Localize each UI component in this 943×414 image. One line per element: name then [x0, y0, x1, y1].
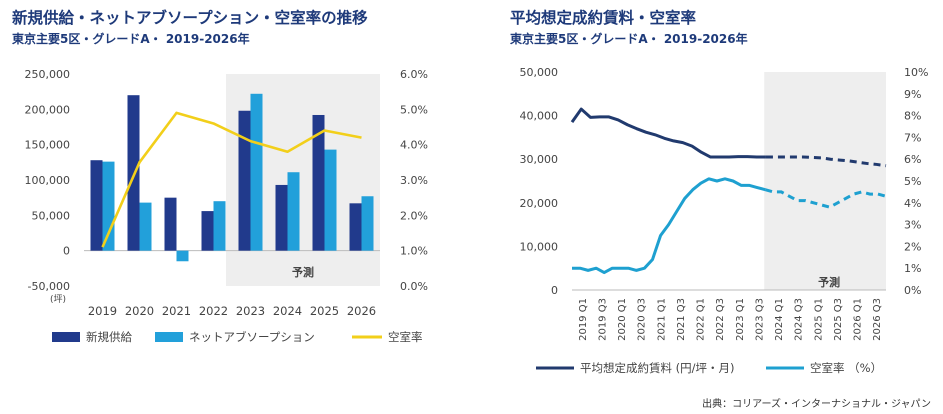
legend-label-net-absorption: ネットアブソープション — [189, 330, 315, 344]
bar-net-absorption-2026 — [361, 196, 374, 251]
x-tick-label-2020-Q1: 2020 Q1 — [617, 298, 628, 341]
y-left-tick-label: -50,000 — [28, 280, 70, 293]
y-right-tick-label: 9% — [904, 88, 921, 101]
left-chart-subtitle: 東京主要5区・グレードA・ 2019-2026年 — [12, 32, 250, 46]
x-tick-label-2022-Q3: 2022 Q3 — [715, 298, 726, 341]
y-left-tick-label: 10,000 — [520, 240, 559, 253]
bar-net-absorption-2024 — [287, 172, 300, 251]
right-chart-subtitle: 東京主要5区・グレードA・ 2019-2026年 — [510, 32, 748, 46]
bar-net-absorption-2025 — [324, 149, 337, 251]
y-right-tick-label: 1% — [904, 262, 921, 275]
bar-new-supply-2025 — [312, 114, 325, 251]
x-tick-label-2024-Q3: 2024 Q3 — [794, 298, 805, 341]
x-tick-label-2026-Q3: 2026 Q3 — [872, 298, 883, 341]
y-right-tick-label: 0.0% — [400, 280, 428, 293]
bar-new-supply-2021 — [164, 197, 177, 251]
line-average-rent-forecast — [765, 155, 887, 168]
bar-net-absorption-2019 — [102, 161, 115, 251]
x-tick-label-2020-Q3: 2020 Q3 — [637, 298, 648, 341]
line-vacancy-rate — [101, 111, 362, 248]
x-tick-label-2025: 2025 — [310, 304, 339, 318]
x-tick-label-2021: 2021 — [162, 304, 191, 318]
bar-new-supply-2023 — [238, 110, 251, 251]
bar-new-supply-2024 — [275, 184, 288, 251]
right-chart-svg: 予測 50,000 40,000 30,000 20,000 10,000 0 10% 9% 8%… — [520, 66, 929, 375]
y-right-tick-label: 5.0% — [400, 103, 428, 116]
y-left-tick-label: 40,000 — [520, 110, 559, 123]
x-tick-label-2024-Q1: 2024 Q1 — [774, 298, 785, 341]
bar-new-supply-2022 — [201, 211, 214, 251]
left-chart-svg: 予測 250,000 200,000 150,000 100,000 50,000 0 -50… — [25, 68, 428, 344]
x-tick-label-2019-Q1: 2019 Q1 — [578, 298, 589, 341]
right-chart-title: 平均想定成約賃料・空室率 — [510, 9, 697, 27]
bar-new-supply-2026 — [349, 203, 362, 251]
y-left-tick-label: 0 — [551, 284, 558, 297]
right-chart-panel: 平均想定成約賃料・空室率 東京主要5区・グレードA・ 2019-2026年 予測… — [498, 0, 943, 414]
line-vacancy-rate-actual — [572, 177, 766, 275]
x-tick-label-2019: 2019 — [88, 304, 117, 318]
y-right-tick-label: 5% — [904, 175, 921, 188]
bar-net-absorption-2020 — [139, 202, 152, 251]
y-right-tick-label: 6.0% — [400, 68, 428, 81]
x-tick-label-2023-Q1: 2023 Q1 — [735, 298, 746, 341]
y-right-tick-label: 4% — [904, 197, 921, 210]
x-tick-label-2026-Q1: 2026 Q1 — [853, 298, 864, 341]
x-tick-label-2022-Q1: 2022 Q1 — [696, 298, 707, 341]
legend-label-new-supply: 新規供給 — [86, 330, 132, 344]
line-vacancy-rate-forecast — [764, 188, 887, 209]
y-left-tick-label: 250,000 — [25, 68, 71, 81]
line-average-rent-actual — [570, 107, 766, 159]
y-right-tick-label: 8% — [904, 110, 921, 123]
y-left-tick-label: 30,000 — [520, 153, 559, 166]
y-left-tick-label: 200,000 — [25, 103, 71, 116]
y-left-tick-label: 50,000 — [32, 209, 71, 222]
y-right-tick-label: 10% — [904, 66, 928, 79]
bar-net-absorption-2023 — [250, 93, 263, 251]
x-tick-label-2023-Q3: 2023 Q3 — [754, 298, 765, 341]
legend-label-vacancy: 空室率 — [388, 330, 423, 344]
y-left-tick-label: 100,000 — [25, 174, 71, 187]
x-tick-label-2023: 2023 — [236, 304, 265, 318]
forecast-region — [764, 72, 886, 290]
legend-label-vacancy: 空室率 （%） — [810, 361, 882, 375]
left-chart-title: 新規供給・ネットアブソープション・空室率の推移 — [12, 9, 368, 27]
source-note: 出典：コリアーズ・インターナショナル・ジャパン — [702, 399, 931, 410]
x-tick-label-2025-Q1: 2025 Q1 — [813, 298, 824, 341]
y-right-tick-label: 3% — [904, 219, 921, 232]
y-right-tick-label: 2.0% — [400, 209, 428, 222]
x-tick-label-2020: 2020 — [125, 304, 154, 318]
x-tick-label-2021-Q3: 2021 Q3 — [676, 298, 687, 341]
y-right-tick-label: 0% — [904, 284, 921, 297]
left-chart-panel: 新規供給・ネットアブソープション・空室率の推移 東京主要5区・グレードA・ 20… — [0, 0, 470, 414]
x-tick-label-2025-Q3: 2025 Q3 — [833, 298, 844, 341]
legend-label-rent: 平均想定成約賃料 (円/坪・月) — [580, 361, 735, 375]
bar-new-supply-2019 — [90, 160, 103, 251]
y-right-tick-label: 1.0% — [400, 245, 428, 258]
y-right-tick-label: 4.0% — [400, 139, 428, 152]
x-tick-label-2024: 2024 — [273, 304, 302, 318]
y-right-tick-label: 7% — [904, 131, 921, 144]
y-right-tick-label: 3.0% — [400, 174, 428, 187]
bar-net-absorption-2021 — [176, 250, 189, 262]
y-left-tick-label: 150,000 — [25, 139, 71, 152]
forecast-label: 予測 — [292, 265, 314, 279]
bar-net-absorption-2022 — [213, 201, 226, 251]
y-right-tick-label: 2% — [904, 240, 921, 253]
legend-swatch-new-supply — [52, 332, 80, 342]
y-left-tick-label: 20,000 — [520, 197, 559, 210]
x-tick-label-2021-Q1: 2021 Q1 — [656, 298, 667, 341]
x-tick-label-2026: 2026 — [347, 304, 376, 318]
legend-swatch-net-absorption — [155, 332, 183, 342]
x-tick-label-2019-Q3: 2019 Q3 — [597, 298, 608, 341]
y-left-tick-label: 0 — [63, 245, 70, 258]
y-left-tick-label: 50,000 — [520, 66, 559, 79]
y-right-tick-label: 6% — [904, 153, 921, 166]
forecast-label: 予測 — [818, 275, 840, 289]
y-left-unit-label: (坪) — [50, 294, 66, 305]
x-tick-label-2022: 2022 — [199, 304, 228, 318]
